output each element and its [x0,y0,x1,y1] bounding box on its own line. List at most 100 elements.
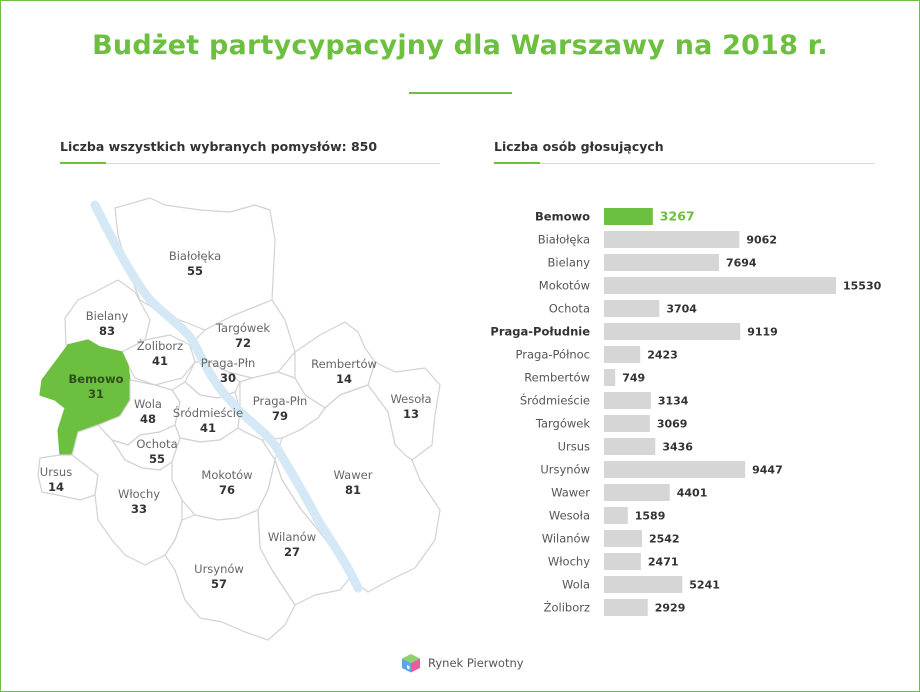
right-section-rule [494,162,874,164]
bar-category-label: Wilanów [542,532,590,546]
voters-bar-chart: Bemowo 3267 Białołęka 9062 Bielany 7694 Mokotó… [490,208,882,616]
bar [604,530,642,547]
bar-value-label: 2423 [647,349,678,362]
district-label: Wilanów [268,530,316,544]
bar-value-label: 2542 [649,533,680,546]
district-value: 83 [99,324,115,338]
bar-category-label: Śródmieście [520,393,590,408]
district-value: 31 [88,387,104,401]
district-label: Żoliborz [137,338,183,353]
district-label: Śródmieście [173,405,243,420]
district-label: Wesoła [390,392,431,406]
bar [604,438,656,455]
bar [604,231,740,248]
title-underline [409,92,512,94]
district-label: Ochota [136,437,177,451]
bar-category-label: Mokotów [539,279,590,293]
bar [604,300,660,317]
bar-category-label: Ochota [549,302,590,316]
district-value: 14 [48,480,64,494]
left-section-title: Liczba wszystkich wybranych pomysłów: 85… [60,139,378,154]
district-ursynow [164,509,296,641]
district-value: 48 [140,412,156,426]
district-label: Białołęka [169,249,221,263]
district-value: 76 [219,483,235,497]
bar [604,415,650,432]
bar-value-label: 15530 [843,280,882,293]
page-title: Budżet partycypacyjny dla Warszawy na 20… [92,30,828,61]
district-label: Bielany [86,309,129,323]
bar-value-label: 3267 [660,209,695,224]
right-section-title: Liczba osób głosujących [494,139,664,154]
district-label: Bemowo [69,372,124,386]
bar-category-label: Bielany [548,256,591,270]
bar-category-label: Praga-Północ [516,348,590,362]
bar-value-label: 9447 [752,464,783,477]
bar [604,346,641,363]
bar [604,323,741,340]
bar-category-label: Rembertów [524,371,590,385]
bar-category-label: Bemowo [535,210,590,224]
bar-value-label: 3704 [666,303,697,316]
district-value: 72 [235,336,251,350]
district-label: Wola [134,397,162,411]
bar-value-label: 4401 [677,487,708,500]
district-value: 41 [152,354,168,368]
vistula-river [90,200,363,593]
bar-category-label: Wesoła [549,509,590,523]
district-label: Rembertów [311,357,377,371]
bar-value-label: 3436 [662,441,693,454]
district-value: 57 [211,577,227,591]
district-value: 27 [284,545,300,559]
district-value: 30 [220,371,236,385]
district-value: 81 [345,483,361,497]
bar-value-label: 2471 [648,556,679,569]
district-label: Włochy [118,487,160,501]
bar-value-label: 3069 [657,418,688,431]
district-label: Praga-Płn [253,394,308,408]
rynek-pierwotny-logo: Rynek Pierwotny [400,652,524,674]
bar-value-label: 9062 [746,234,777,247]
bar [604,254,719,271]
district-label: Mokotów [201,468,252,482]
district-label: Targówek [215,321,271,335]
district-value: 33 [131,502,147,516]
district-label: Praga-Płn [201,356,256,370]
logo-cube-icon [402,654,420,673]
bar-value-label: 1589 [635,510,666,523]
left-section-rule [60,162,440,164]
district-value: 79 [272,409,288,423]
bar [604,461,746,478]
district-value: 55 [149,452,165,466]
bar-value-label: 5241 [689,579,720,592]
bar [604,507,628,524]
district-label: Wawer [334,468,373,482]
district-zoliborz [121,334,196,386]
bar-category-label: Wawer [551,486,590,500]
bar [604,576,683,593]
bar-category-label: Ursus [558,440,590,454]
bar-category-label: Wola [562,578,590,592]
bar-value-label: 2929 [655,602,686,615]
district-label: Ursynów [194,562,244,576]
bar [604,277,836,294]
bar-category-label: Praga-Południe [490,325,590,339]
district-value: 13 [403,407,419,421]
bar-value-label: 7694 [726,257,757,270]
bar-category-label: Żoliborz [544,600,590,615]
district-value: 14 [336,372,352,386]
bar [604,484,670,501]
bar [604,392,651,409]
bar-category-label: Ursynów [540,463,590,477]
bar-category-label: Włochy [548,555,590,569]
bar-value-label: 749 [622,372,645,385]
district-value: 41 [200,421,216,435]
bar-value-label: 9119 [747,326,778,339]
bar-category-label: Targówek [535,417,591,431]
logo-text: Rynek Pierwotny [428,656,524,670]
bar [604,208,653,225]
bar [604,599,648,616]
bar-value-label: 3134 [658,395,689,408]
district-value: 55 [187,264,203,278]
